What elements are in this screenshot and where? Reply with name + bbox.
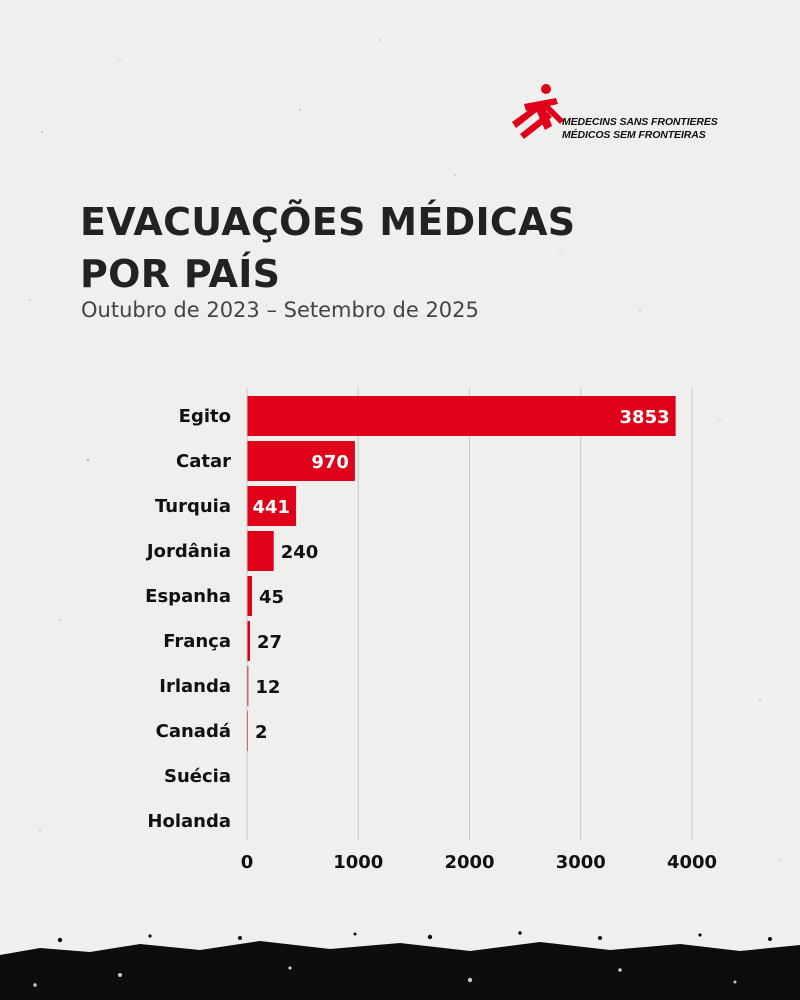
category-label: Suécia	[164, 766, 231, 787]
category-label: Jordânia	[145, 541, 231, 562]
x-tick-label: 4000	[667, 852, 717, 873]
category-label: Turquia	[155, 496, 231, 517]
x-tick-label: 1000	[333, 852, 383, 873]
brand-name-portuguese: MÉDICOS SEM FRONTEIRAS	[562, 129, 706, 141]
x-tick-label: 2000	[444, 852, 494, 873]
x-tick-label: 0	[241, 852, 254, 873]
x-tick-label: 3000	[556, 852, 606, 873]
bar	[247, 621, 251, 661]
category-label: Canadá	[156, 721, 231, 742]
bar	[247, 486, 297, 526]
category-label: França	[163, 631, 231, 652]
category-label: Irlanda	[159, 676, 231, 697]
category-label: Egito	[179, 406, 231, 427]
bar	[247, 666, 249, 706]
value-label: 2	[255, 722, 268, 743]
value-label: 27	[257, 632, 282, 653]
category-label: Espanha	[145, 586, 231, 607]
value-label: 45	[259, 587, 284, 608]
value-label: 3853	[620, 407, 670, 428]
bar-chart: 0 1000 2000 3000 4000 Egito 3853 Catar 970 Turqui…	[145, 388, 717, 873]
value-label: 240	[281, 542, 319, 563]
bar	[247, 396, 676, 436]
bar	[247, 441, 355, 481]
msf-logo-icon	[512, 84, 564, 139]
msf-logo: MEDECINS SANS FRONTIERES MÉDICOS SEM FRO…	[510, 82, 725, 142]
brand-name-french: MEDECINS SANS FRONTIERES	[562, 116, 718, 128]
bar	[247, 531, 274, 571]
bar	[247, 576, 253, 616]
category-label: Catar	[176, 451, 231, 472]
value-label: 970	[311, 452, 349, 473]
page-subtitle: Outubro de 2023 – Setembro de 2025	[81, 298, 479, 322]
category-label: Holanda	[147, 811, 231, 832]
value-label: 441	[252, 497, 290, 518]
page-title: EVACUAÇÕES MÉDICAS POR PAÍS	[80, 200, 576, 296]
value-label: 12	[255, 677, 280, 698]
